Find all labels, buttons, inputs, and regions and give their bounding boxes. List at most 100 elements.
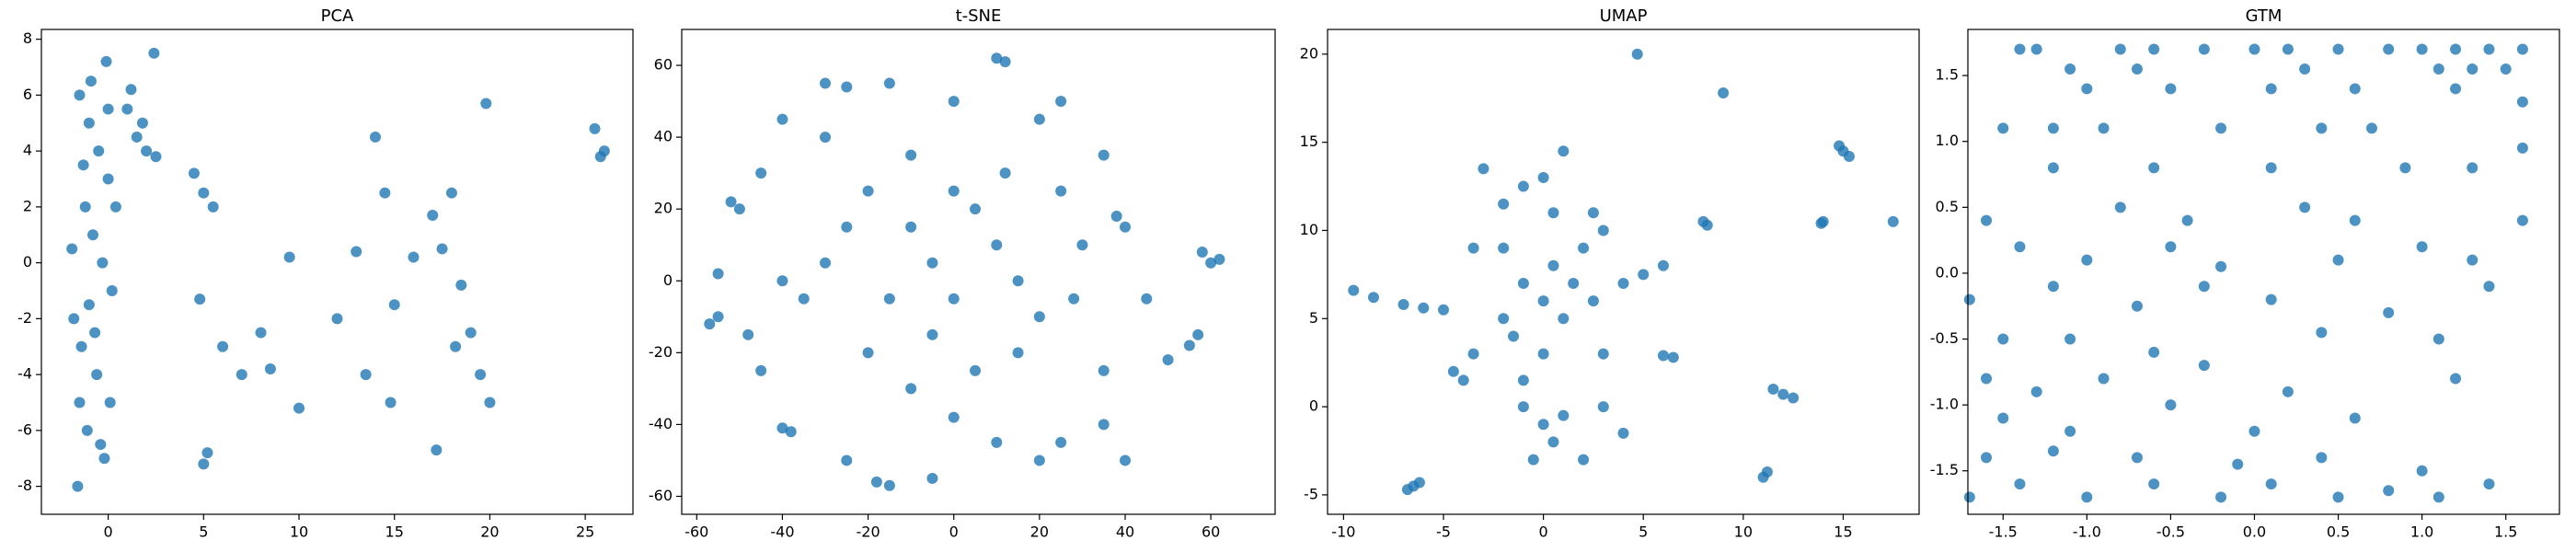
point	[1578, 454, 1590, 466]
point	[194, 293, 206, 305]
point	[2450, 373, 2462, 385]
point	[2248, 43, 2260, 55]
point	[2165, 399, 2177, 411]
point	[991, 436, 1003, 448]
point	[445, 187, 457, 199]
point	[1537, 295, 1549, 307]
point	[1815, 217, 1827, 229]
point	[1120, 454, 1132, 466]
point	[2232, 458, 2244, 470]
point	[87, 229, 99, 241]
point	[81, 424, 93, 436]
point	[589, 122, 601, 134]
point	[1508, 330, 1520, 342]
point	[369, 131, 381, 143]
point	[1997, 333, 2009, 345]
y-tick-label: 4	[23, 142, 32, 159]
x-tick-label: 60	[1202, 523, 1220, 541]
point	[2349, 412, 2361, 424]
point	[2299, 201, 2311, 213]
point	[883, 479, 895, 491]
point	[484, 397, 496, 408]
y-tick-label: 0.0	[1936, 263, 1959, 281]
point	[999, 167, 1011, 179]
point	[2332, 254, 2344, 266]
point	[820, 132, 832, 144]
y-tick-label: -5	[1304, 485, 1318, 502]
point	[104, 397, 116, 408]
point	[1963, 491, 1975, 503]
point	[388, 299, 400, 311]
point	[1397, 298, 1409, 310]
point	[2047, 281, 2059, 293]
panel: UMAP -10 -5 0 5 10 15 -5 0 5 10 15 20	[1300, 6, 1920, 541]
point	[2148, 162, 2160, 174]
point	[1517, 401, 1529, 413]
point	[74, 89, 86, 101]
point	[2081, 83, 2093, 95]
point	[2148, 43, 2160, 55]
point	[188, 167, 200, 179]
point	[1120, 221, 1132, 233]
point	[2047, 162, 2059, 174]
x-tick-label: -40	[770, 523, 794, 541]
point	[594, 151, 606, 163]
point	[2098, 373, 2110, 385]
point	[755, 364, 767, 376]
point	[2165, 241, 2177, 253]
point	[66, 243, 78, 255]
point	[1098, 149, 1110, 161]
point	[2349, 214, 2361, 226]
y-tick-label: 5	[1309, 309, 1318, 327]
y-tick-label: -60	[649, 487, 673, 504]
point	[1767, 383, 1779, 395]
point	[2030, 385, 2042, 397]
point	[2114, 43, 2126, 55]
point	[2450, 43, 2462, 55]
point	[1547, 436, 1559, 448]
point	[207, 201, 219, 213]
point	[2131, 452, 2143, 464]
y-tick-label: 8	[23, 29, 32, 47]
x-tick-label: 20	[1030, 523, 1049, 541]
x-tick-label: 0	[1539, 523, 1548, 541]
point	[98, 453, 110, 465]
point	[102, 173, 114, 185]
point	[2416, 43, 2428, 55]
point	[2416, 241, 2428, 253]
point	[926, 472, 938, 484]
y-tick-label: -2	[17, 309, 32, 327]
point	[725, 196, 737, 208]
y-tick-label: -20	[649, 343, 673, 361]
point	[1527, 454, 1539, 466]
point	[2030, 43, 2042, 55]
point	[2165, 83, 2177, 95]
point	[2248, 425, 2260, 437]
point	[1981, 452, 1993, 464]
point	[1843, 150, 1855, 162]
point	[2316, 327, 2328, 339]
point	[1558, 313, 1570, 325]
point	[1631, 48, 1643, 60]
point	[926, 257, 938, 269]
x-tick-label: -20	[857, 523, 880, 541]
point	[841, 454, 853, 466]
x-tick-label: 1.0	[2410, 523, 2433, 541]
point	[1657, 350, 1669, 362]
point	[755, 167, 767, 179]
point	[2215, 260, 2227, 272]
point	[72, 480, 84, 492]
point	[475, 369, 487, 381]
point	[776, 113, 788, 125]
point	[2265, 162, 2277, 174]
x-tick-label: 40	[1116, 523, 1134, 541]
y-tick-label: 0.5	[1936, 198, 1959, 215]
point	[2516, 142, 2528, 154]
point	[1205, 257, 1217, 269]
point	[480, 98, 492, 109]
x-tick-label: 10	[1734, 523, 1753, 541]
point	[2081, 254, 2093, 266]
point	[255, 327, 267, 339]
point	[408, 251, 420, 263]
point	[1467, 242, 1479, 254]
